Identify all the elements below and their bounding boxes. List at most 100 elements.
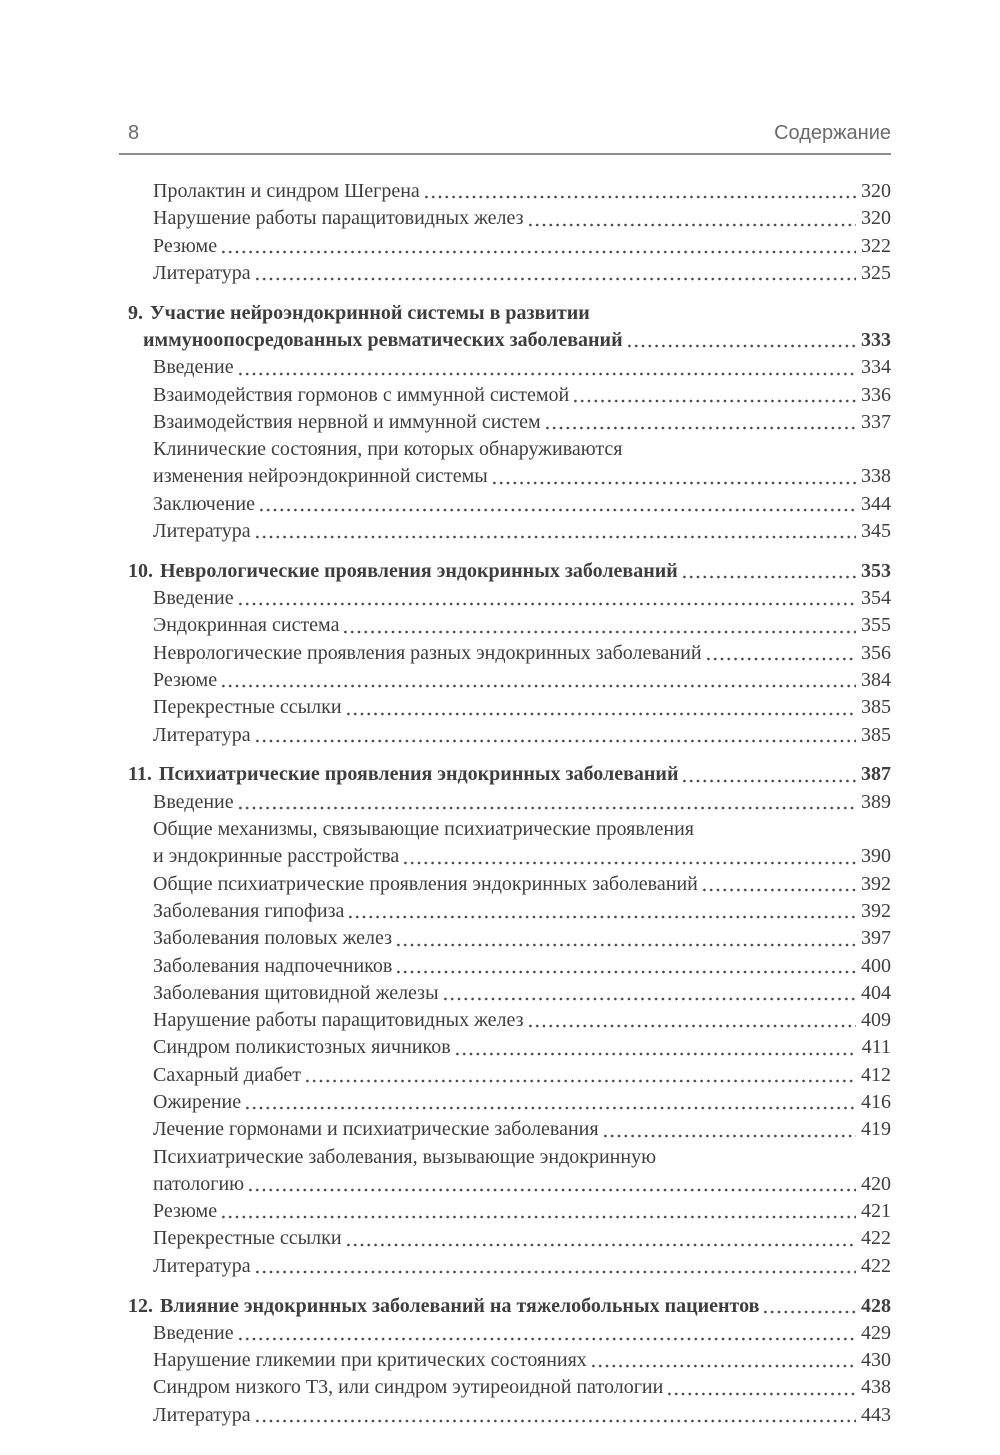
page-number: 421	[861, 1200, 891, 1223]
toc-sub-entry: Литература 422	[128, 1253, 891, 1280]
dot-leader	[347, 915, 856, 920]
page-number: 429	[861, 1321, 891, 1344]
toc-sub-entry: Пролактин и синдром Шегрена 320	[128, 178, 891, 205]
entry-title: Резюме	[153, 1200, 218, 1223]
toc-sub-entry: Перекрестные ссылки 385	[128, 694, 891, 721]
toc-line: Взаимодействия гормонов с иммунной систе…	[153, 382, 891, 409]
page-number: 392	[861, 899, 891, 922]
toc-line: Неврологические проявления разных эндокр…	[153, 640, 891, 667]
dot-leader	[244, 1106, 856, 1111]
toc-sub-entry: Неврологические проявления разных эндокр…	[128, 640, 891, 667]
page-number: 336	[861, 383, 891, 406]
dot-leader	[253, 738, 856, 743]
toc-line: Нарушение работы паращитовидных желез 409	[153, 1007, 891, 1034]
page-number: 422	[861, 1254, 891, 1277]
toc-sub-entry: Литература 385	[128, 722, 891, 749]
toc-line: Лечение гормонами и психиатрические забо…	[153, 1116, 891, 1143]
entry-title: Общие механизмы, связывающие психиатриче…	[153, 818, 694, 841]
entry-title: Неврологические проявления разных эндокр…	[153, 641, 702, 664]
page-number: 409	[861, 1009, 891, 1032]
entry-title: Литература	[153, 1254, 251, 1277]
toc-line: Заболевания гипофиза 392	[153, 898, 891, 925]
dot-leader	[704, 657, 856, 662]
toc-sub-entry: Сахарный диабет 412	[128, 1062, 891, 1089]
page-number: 320	[861, 207, 891, 230]
toc-sub-entry: Литература 443	[128, 1402, 891, 1429]
dot-leader	[253, 277, 856, 282]
page-number: 392	[861, 872, 891, 895]
dot-leader	[666, 1391, 856, 1396]
toc-line: Резюме 421	[153, 1198, 891, 1225]
toc-line: 10. Неврологические проявления эндокринны…	[128, 558, 891, 585]
dot-leader	[236, 806, 856, 811]
dot-leader	[220, 249, 856, 254]
toc-sub-entry: Заболевания щитовидной железы 404	[128, 980, 891, 1007]
entry-title: Перекрестные ссылки	[153, 1227, 342, 1250]
entry-title: Введение	[153, 356, 234, 379]
entry-title: Заболевания гипофиза	[153, 899, 345, 922]
toc-sub-entry: Взаимодействия нервной и иммунной систем…	[128, 409, 891, 436]
page-number: 412	[861, 1063, 891, 1086]
entry-title: Неврологические проявления эндокринных з…	[160, 559, 678, 582]
page-number: 338	[861, 465, 891, 488]
dot-leader	[422, 195, 856, 200]
toc-sub-entry: Нарушение гликемии при критических состо…	[128, 1347, 891, 1374]
page-number: 397	[861, 927, 891, 950]
toc-chapter-entry: 12. Влияние эндокринных заболеваний на тя…	[128, 1293, 891, 1320]
page-number: 320	[861, 180, 891, 202]
toc-sub-entry: Введение 354	[128, 585, 891, 612]
toc-chapter-entry: 9. Участие нейроэндокринной системы в раз…	[128, 300, 891, 355]
dot-leader	[253, 535, 856, 540]
page-number: 385	[861, 696, 891, 719]
toc-sub-entry: Эндокринная система 355	[128, 612, 891, 639]
page-number: 325	[861, 261, 891, 284]
toc-line: Синдром поликистозных яичников 411	[153, 1034, 891, 1061]
entry-title: Влияние эндокринных заболеваний на тяжел…	[160, 1294, 760, 1317]
toc-sub-entry: Резюме 421	[128, 1198, 891, 1225]
entry-title: Нарушение работы паращитовидных желез	[153, 207, 524, 230]
dot-leader	[236, 1337, 856, 1342]
toc-chapter-entry: 10. Неврологические проявления эндокринны…	[128, 558, 891, 585]
page-number: 355	[861, 614, 891, 637]
toc-sub-entry: Заключение 344	[128, 491, 891, 518]
toc-line: Заболевания щитовидной железы 404	[153, 980, 891, 1007]
page-number: 389	[861, 790, 891, 813]
toc-sub-entry: Резюме 384	[128, 667, 891, 694]
toc-line: Ожирение 416	[153, 1089, 891, 1116]
toc-line: Введение 389	[153, 789, 891, 816]
entry-title: Эндокринная система	[153, 614, 340, 637]
dot-leader	[490, 480, 856, 485]
entry-title: Общие психиатрические проявления эндокри…	[153, 872, 698, 895]
chapter-number: 9.	[128, 301, 143, 324]
toc-line: Литература 345	[153, 518, 891, 545]
entry-title: Ожирение	[153, 1091, 242, 1113]
entry-title: Заболевания надпочечников	[153, 954, 393, 977]
page-number: 416	[861, 1091, 891, 1113]
page-number: 419	[861, 1118, 891, 1141]
entry-title: и эндокринные расстройства	[153, 845, 400, 868]
page-number: 333	[861, 328, 891, 351]
header-page-number: 8	[128, 122, 140, 144]
toc-line: 12. Влияние эндокринных заболеваний на тя…	[128, 1293, 891, 1320]
entry-title: Нарушение работы паращитовидных желез	[153, 1009, 524, 1032]
dot-leader	[395, 969, 856, 974]
entry-title: Введение	[153, 790, 234, 813]
dot-leader	[526, 222, 856, 227]
page-number: 400	[861, 954, 891, 977]
dot-leader	[236, 371, 856, 376]
entry-title: Введение	[153, 587, 234, 610]
toc-sub-entry: Общие механизмы, связывающие психиатриче…	[128, 816, 891, 871]
toc-sub-entry: Литература 345	[128, 518, 891, 545]
dot-leader	[253, 1419, 856, 1424]
dot-leader	[402, 860, 856, 865]
dot-leader	[601, 1133, 856, 1138]
entry-title: Клинические состояния, при которых обнар…	[153, 438, 623, 461]
dot-leader	[220, 684, 856, 689]
dot-leader	[253, 1270, 856, 1275]
dot-leader	[680, 575, 856, 580]
toc-line: Заболевания половых желез 397	[153, 925, 891, 952]
toc-line: Нарушение работы паращитовидных желез 320	[153, 205, 891, 232]
toc-line: Перекрестные ссылки 422	[153, 1225, 891, 1252]
entry-title: Взаимодействия нервной и иммунной систем	[153, 410, 541, 433]
entry-title: Психиатрические проявления эндокринных з…	[158, 763, 679, 786]
